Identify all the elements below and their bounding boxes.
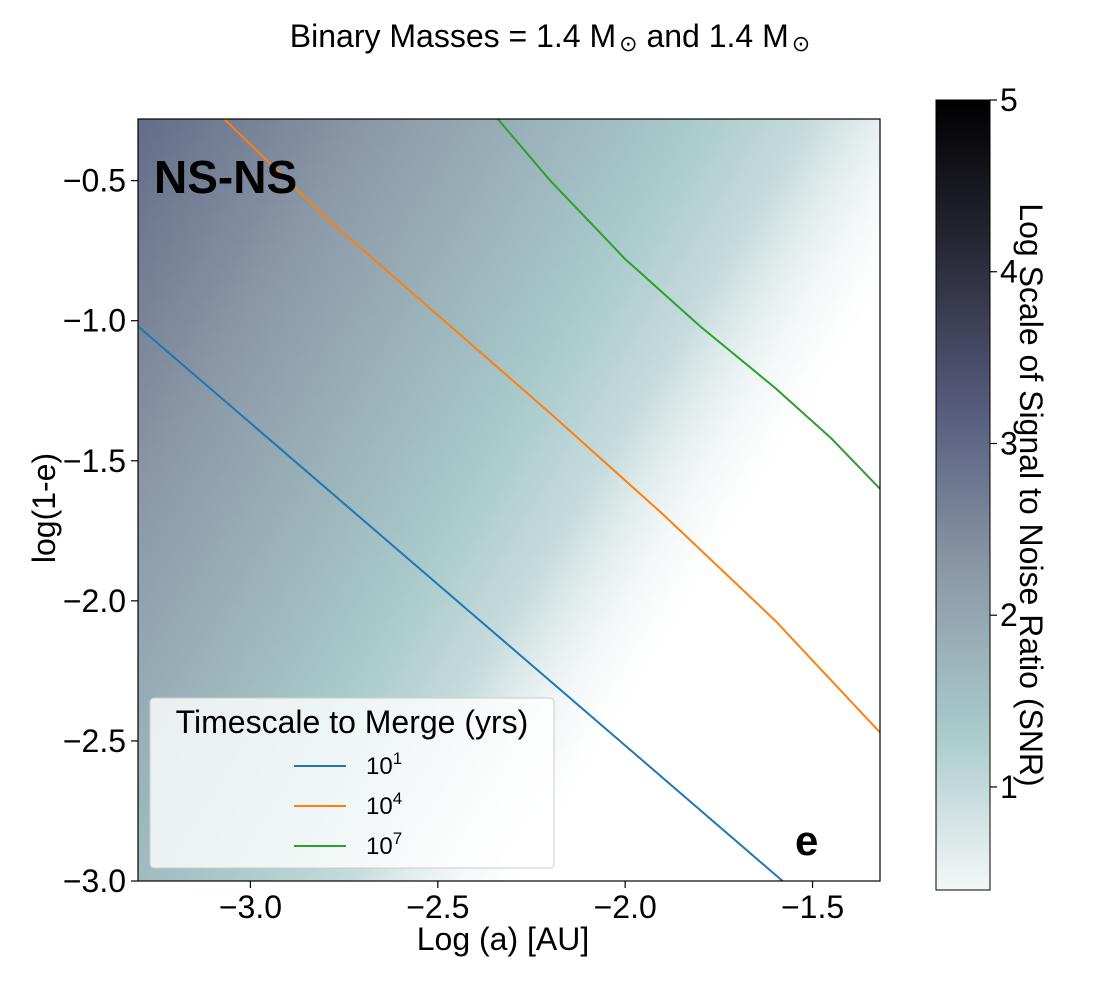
colorbar-tick-label: 5 (1000, 82, 1018, 118)
y-tick-label: −2.5 (63, 723, 126, 759)
chart-title-mid: and 1.4 M (638, 18, 789, 54)
chart-title-part: Binary Masses = 1.4 M (290, 18, 616, 54)
annotation-ns-ns: NS-NS (154, 151, 297, 203)
colorbar: 1 2 3 4 5 Log Scale of Signal to Noise Ratio… (935, 82, 1049, 891)
series-line-1 (138, 325, 784, 881)
y-axis-label: log(1-e) (26, 453, 62, 563)
x-tick-label: −2.5 (406, 889, 469, 925)
series-lines (138, 119, 880, 881)
legend-label-7: 107 (366, 829, 402, 860)
y-tick-label: −2.0 (63, 583, 126, 619)
x-axis-ticks: −3.0 −2.5 −2.0 −1.5 (219, 881, 844, 925)
x-tick-label: −3.0 (219, 889, 282, 925)
x-tick-label: −1.5 (781, 889, 844, 925)
colorbar-ticks: 1 2 3 4 5 (990, 82, 1018, 805)
y-tick-label: −1.0 (63, 303, 126, 339)
colorbar-gradient (935, 99, 991, 891)
series-line-7 (497, 119, 880, 490)
colorbar-tick-label: 4 (1000, 254, 1018, 290)
colorbar-tick-label: 1 (1000, 769, 1018, 805)
series-line-4 (223, 119, 880, 734)
legend-box (149, 697, 555, 869)
colorbar-tick-label: 3 (1000, 425, 1018, 461)
y-axis-ticks: −3.0 −2.5 −2.0 −1.5 −1.0 −0.5 (63, 163, 138, 899)
colorbar-label: Log Scale of Signal to Noise Ratio (SNR) (1013, 203, 1049, 786)
x-axis-label: Log (a) [AU] (417, 921, 590, 957)
x-tick-label: −2.0 (594, 889, 657, 925)
y-tick-label: −3.0 (63, 863, 126, 899)
chart-title: Binary Masses = 1.4 M ⊙ and 1.4 M ⊙ (290, 18, 810, 56)
y-tick-label: −1.5 (63, 443, 126, 479)
legend-label-1: 101 (366, 749, 402, 780)
title-sun-symbol-2: ⊙ (792, 31, 810, 56)
legend: Timescale to Merge (yrs) 101 104 107 (149, 697, 555, 869)
title-sun-symbol: ⊙ (619, 31, 637, 56)
colorbar-tick-label: 2 (1000, 597, 1018, 633)
annotation-e: e (795, 817, 818, 864)
legend-title: Timescale to Merge (yrs) (176, 704, 529, 740)
y-tick-label: −0.5 (63, 163, 126, 199)
legend-label-4: 104 (366, 789, 402, 820)
plot-frame (137, 118, 881, 882)
